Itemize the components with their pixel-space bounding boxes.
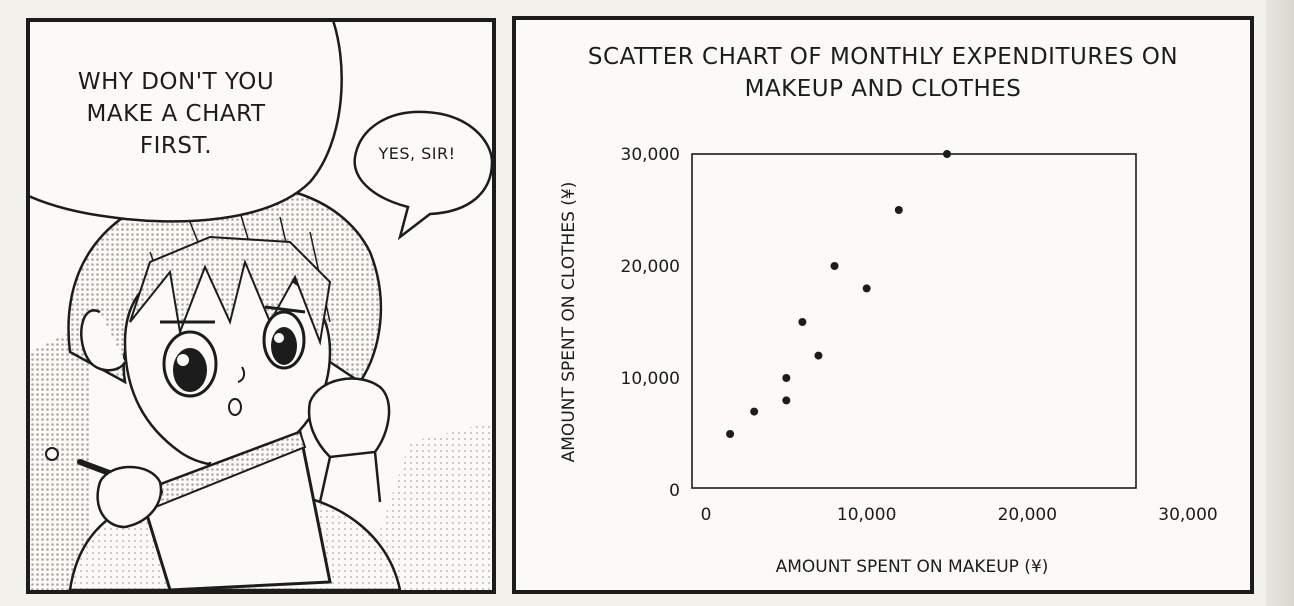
scatter-point <box>726 430 735 438</box>
plot-area-frame <box>691 153 1137 489</box>
scatter-point <box>782 396 791 405</box>
scatter-point <box>862 284 871 293</box>
speech-line: FIRST. <box>139 133 213 159</box>
x-tick-label: 10,000 <box>837 505 896 525</box>
scatter-point <box>750 407 759 416</box>
scatter-point <box>798 318 807 326</box>
scatter-point <box>830 262 839 270</box>
scatter-point <box>814 351 823 360</box>
manga-panel-right: SCATTER CHART OF MONTHLY EXPENDITURES ON… <box>512 16 1254 594</box>
speech-line: MAKE A CHART <box>86 101 266 127</box>
x-tick-label: 0 <box>701 505 712 525</box>
scatter-chart: SCATTER CHART OF MONTHLY EXPENDITURES ON… <box>559 44 1218 577</box>
speech-line: WHY DON'T YOU <box>77 69 275 95</box>
y-tick-label: 10,000 <box>621 369 680 389</box>
scatter-point <box>943 150 951 158</box>
x-tick-label: 20,000 <box>998 505 1057 525</box>
y-axis: 0 10,000 20,000 30,000 <box>621 145 680 501</box>
scatter-point <box>894 206 903 214</box>
data-points <box>726 150 951 438</box>
chart-title-line-2: MAKEUP AND CLOTHES <box>745 76 1022 102</box>
girl-illustration <box>30 22 492 590</box>
y-tick-label: 30,000 <box>621 145 680 165</box>
y-axis-label: AMOUNT SPENT ON CLOTHES (¥) <box>559 182 579 463</box>
chart-title-line-1: SCATTER CHART OF MONTHLY EXPENDITURES ON <box>588 44 1178 70</box>
page-edge <box>1266 0 1294 606</box>
y-tick-label: 20,000 <box>621 257 680 277</box>
manga-panel-left: WHY DON'T YOU MAKE A CHART FIRST. YES, S… <box>26 18 496 594</box>
x-axis: 0 10,000 20,000 30,000 <box>701 505 1218 525</box>
x-axis-label: AMOUNT SPENT ON MAKEUP (¥) <box>776 557 1049 577</box>
speech-bubble-student <box>353 110 492 241</box>
student-speech-text: YES, SIR! <box>378 144 456 163</box>
y-tick-label: 0 <box>669 481 680 501</box>
teacher-speech-text: WHY DON'T YOU MAKE A CHART FIRST. <box>56 66 296 162</box>
scatter-point <box>782 374 791 382</box>
x-tick-label: 30,000 <box>1158 505 1217 525</box>
speech-bubble-teacher <box>30 22 343 223</box>
